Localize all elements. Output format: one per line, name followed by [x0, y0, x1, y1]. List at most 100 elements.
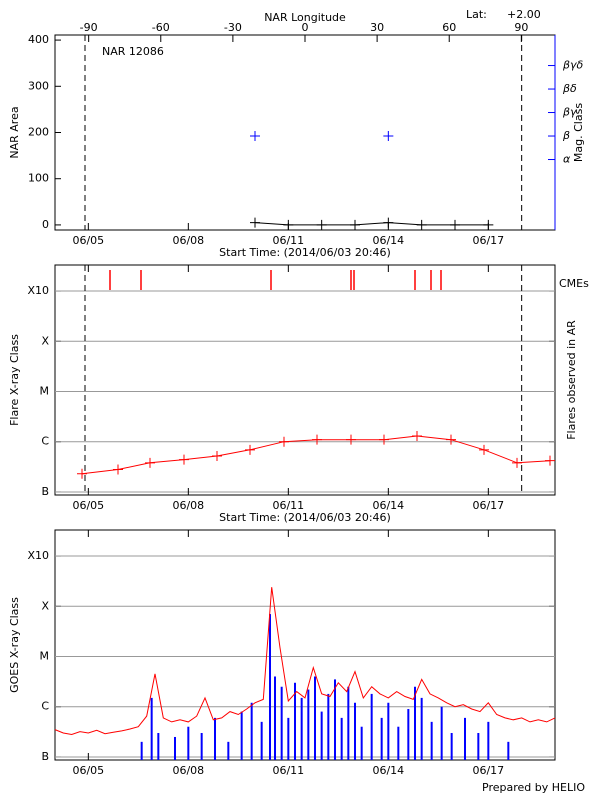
bar	[450, 732, 453, 760]
y-axis-label: Flare X-ray Class	[8, 334, 21, 426]
x-axis-label: Start Time: (2014/06/03 20:46)	[219, 511, 391, 524]
bar	[294, 682, 296, 760]
x-tick-label: 06/08	[172, 499, 204, 512]
bar	[250, 702, 253, 760]
y-tick-label: B	[41, 750, 49, 763]
x-tick-label: 06/17	[472, 234, 504, 247]
bar	[240, 711, 243, 760]
y2-tick-label: β	[562, 129, 570, 142]
x-tick-label: 06/05	[72, 499, 104, 512]
x-tick-label: 06/05	[72, 234, 104, 247]
y2-tick-label: α	[563, 153, 571, 166]
x-tick-label: 06/11	[272, 764, 304, 777]
data-marker	[483, 219, 494, 230]
bar	[360, 726, 363, 760]
data-marker	[279, 436, 289, 447]
x2-tick-label: 30	[370, 21, 384, 34]
x2-tick-label: 90	[514, 21, 528, 34]
x-tick-label: 06/17	[472, 764, 504, 777]
y-tick-label: C	[41, 700, 49, 713]
x-tick-label: 06/08	[172, 764, 204, 777]
y2-axis-label: Flares observed in AR	[565, 320, 578, 440]
bar	[487, 721, 490, 760]
data-marker	[250, 217, 260, 228]
y-tick-label: 0	[42, 218, 49, 231]
bar	[347, 686, 350, 760]
bar	[397, 726, 400, 760]
data-marker	[77, 468, 87, 479]
bar	[287, 717, 290, 760]
y-tick-label: 100	[28, 172, 49, 185]
data-marker	[250, 131, 260, 142]
data-marker	[512, 457, 522, 468]
x-tick-label: 06/14	[372, 234, 404, 247]
bar	[327, 693, 330, 760]
bar	[464, 717, 466, 760]
bar	[260, 721, 263, 760]
data-line	[54, 587, 556, 736]
bar	[274, 676, 276, 760]
y2-tick-label: βδ	[562, 82, 577, 95]
y-axis-label: GOES X-ray Class	[8, 597, 21, 693]
x2-tick-label: -60	[152, 21, 170, 34]
y-tick-label: 200	[28, 126, 49, 139]
bar	[340, 717, 343, 760]
data-marker	[450, 219, 460, 230]
y-axis-label: NAR Area	[8, 106, 21, 158]
bar	[354, 702, 356, 760]
plot-frame	[54, 34, 556, 231]
y2-tick-label: βγ	[562, 106, 577, 119]
x-tick-label: 06/14	[372, 764, 404, 777]
x-tick-label: 06/14	[372, 499, 404, 512]
data-marker	[312, 434, 322, 445]
data-marker	[346, 434, 356, 445]
y-tick-label: M	[40, 385, 50, 398]
data-marker	[379, 434, 389, 445]
data-marker	[383, 131, 394, 142]
bar	[507, 741, 510, 760]
bar	[334, 679, 336, 760]
bar	[440, 706, 443, 760]
y-tick-label: M	[40, 650, 50, 663]
data-marker	[145, 457, 155, 468]
x2-tick-label: 0	[302, 21, 309, 34]
bar	[407, 709, 410, 760]
plot-frame	[54, 264, 556, 496]
bar	[269, 614, 271, 760]
plot-frame	[54, 529, 556, 761]
y-tick-label: 300	[28, 79, 49, 92]
bar	[314, 676, 316, 760]
y-tick-label: X10	[27, 549, 49, 562]
bar	[420, 697, 423, 760]
bar	[150, 697, 153, 760]
x2-tick-label: -30	[224, 21, 242, 34]
y-tick-label: X	[41, 334, 49, 347]
x2-tick-label: -90	[80, 21, 98, 34]
bar	[200, 732, 203, 760]
y-tick-label: B	[41, 485, 49, 498]
x-tick-label: 06/11	[272, 234, 304, 247]
y2-tick-label: βγδ	[562, 59, 584, 72]
x-tick-label: 06/05	[72, 764, 104, 777]
data-marker	[316, 219, 327, 230]
bar	[387, 702, 390, 760]
footer: Prepared by HELIO	[482, 781, 585, 794]
bar	[477, 732, 480, 760]
bar	[140, 741, 143, 760]
bar	[280, 686, 283, 760]
bar	[174, 736, 176, 760]
bar	[430, 721, 433, 760]
bar	[307, 689, 310, 760]
data-marker	[412, 431, 422, 442]
bar	[227, 741, 230, 760]
x2-axis-label: NAR Longitude	[264, 11, 346, 24]
data-marker	[179, 454, 189, 465]
data-marker	[416, 219, 427, 230]
y2-axis-label: Mag. Class	[572, 103, 585, 162]
legend-label: CMEs	[559, 277, 589, 290]
data-marker	[283, 219, 294, 230]
bar	[414, 686, 416, 760]
data-marker	[545, 455, 555, 466]
bar	[214, 717, 216, 760]
data-marker	[479, 444, 489, 455]
